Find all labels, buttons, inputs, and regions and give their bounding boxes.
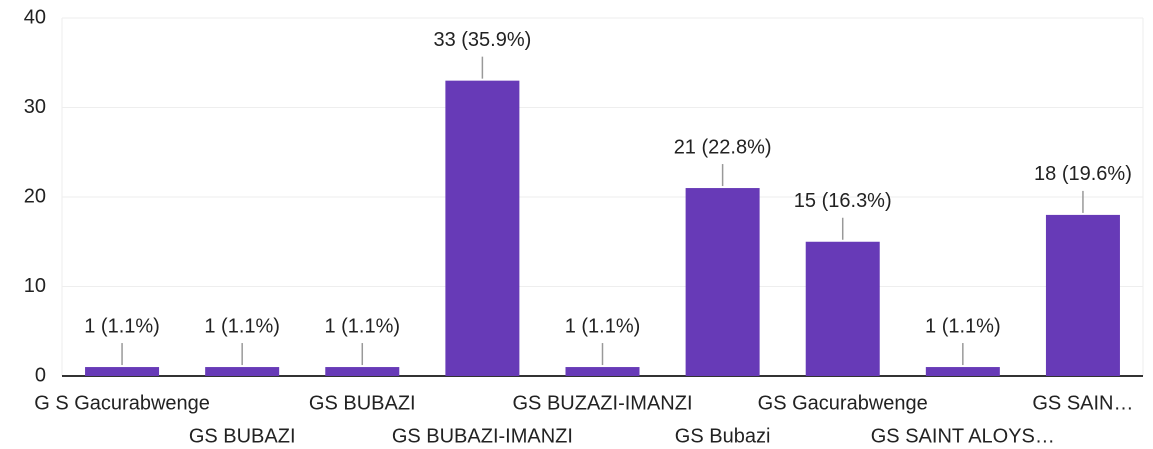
y-tick-label: 30 [24,96,46,118]
bar [685,188,760,376]
bar [565,367,640,376]
bar [445,80,520,377]
x-tick-label: GS Bubazi [675,425,771,447]
bar [325,367,400,376]
data-label: 15 (16.3%) [794,190,892,212]
data-label: 1 (1.1%) [84,315,160,337]
bar [85,367,160,376]
bar [1045,214,1120,376]
data-label: 1 (1.1%) [565,315,641,337]
x-tick-label: GS BUBAZI [309,392,416,414]
x-tick-label: GS SAINT ALOYS… [871,425,1055,447]
x-tick-label: GS SAIN… [1032,392,1133,414]
data-label: 1 (1.1%) [204,315,280,337]
y-tick-label: 40 [24,6,46,28]
data-label: 21 (22.8%) [674,136,772,158]
y-tick-label: 20 [24,185,46,207]
x-tick-label: GS BUZAZI-IMANZI [513,392,693,414]
bar [805,241,880,376]
y-tick-label: 10 [24,275,46,297]
bar [205,367,280,376]
x-tick-label: GS Gacurabwenge [758,392,928,414]
bar [925,367,1000,376]
data-label: 1 (1.1%) [925,315,1001,337]
y-tick-label: 0 [35,364,46,386]
x-tick-label: GS BUBAZI-IMANZI [392,425,573,447]
data-label: 33 (35.9%) [433,29,531,51]
x-tick-label: GS BUBAZI [189,425,296,447]
data-label: 1 (1.1%) [324,315,400,337]
data-label: 18 (19.6%) [1034,163,1132,185]
x-tick-label: G S Gacurabwenge [34,392,210,414]
